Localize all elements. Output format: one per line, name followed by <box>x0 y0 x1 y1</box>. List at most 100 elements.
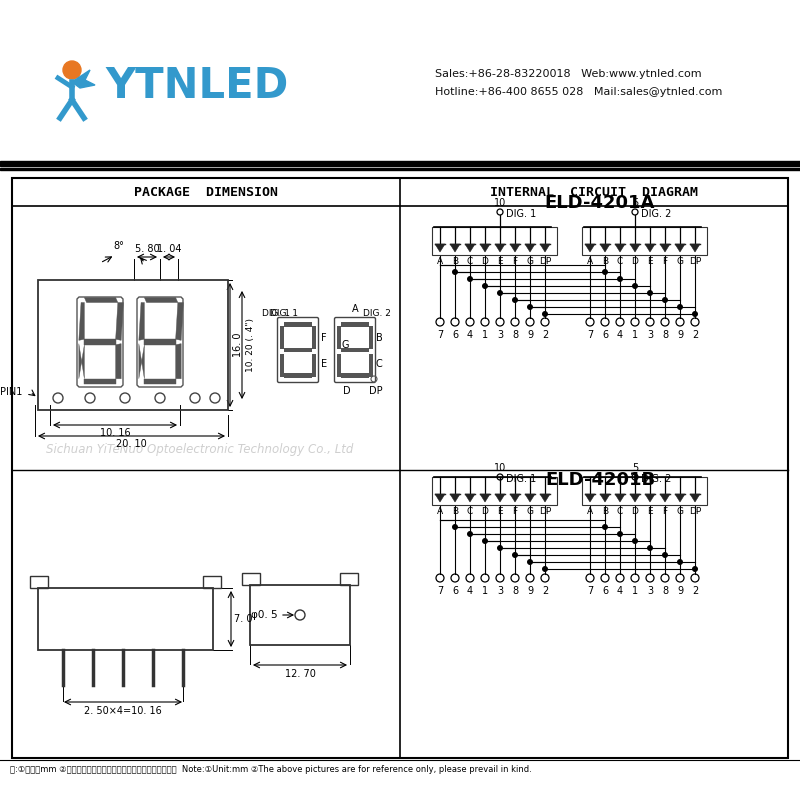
Polygon shape <box>84 378 116 384</box>
Bar <box>432 477 557 505</box>
Text: B: B <box>602 507 608 516</box>
Text: F: F <box>662 507 667 516</box>
Polygon shape <box>144 378 176 384</box>
Text: C: C <box>617 507 623 516</box>
Polygon shape <box>615 494 625 502</box>
Text: C: C <box>376 359 382 369</box>
Text: Sales:+86-28-83220018   Web:www.ytnled.com: Sales:+86-28-83220018 Web:www.ytnled.com <box>435 69 702 79</box>
Text: G: G <box>677 257 683 266</box>
Circle shape <box>662 552 668 558</box>
Text: 9: 9 <box>677 330 683 340</box>
Bar <box>370 326 373 349</box>
Text: 7. 0: 7. 0 <box>234 614 253 624</box>
Polygon shape <box>600 494 610 502</box>
Text: 10. 16: 10. 16 <box>100 428 130 438</box>
Text: 12. 70: 12. 70 <box>285 669 315 679</box>
Text: 5. 80: 5. 80 <box>134 244 159 254</box>
Text: 7: 7 <box>587 586 593 596</box>
Bar <box>582 477 707 505</box>
Bar <box>0 168 800 170</box>
Polygon shape <box>84 298 118 302</box>
Bar <box>312 354 316 377</box>
Text: 8: 8 <box>512 330 518 340</box>
Text: 2: 2 <box>542 586 548 596</box>
Polygon shape <box>585 244 595 252</box>
Text: D: D <box>631 257 638 266</box>
Text: 1: 1 <box>632 586 638 596</box>
Text: E: E <box>321 359 327 369</box>
Text: 10: 10 <box>494 463 506 473</box>
Polygon shape <box>84 339 116 345</box>
Text: 7: 7 <box>587 330 593 340</box>
Polygon shape <box>144 298 178 302</box>
Text: PIN1: PIN1 <box>0 387 22 397</box>
Text: C: C <box>617 257 623 266</box>
Circle shape <box>692 311 698 317</box>
Circle shape <box>692 566 698 572</box>
Circle shape <box>497 545 503 551</box>
Text: 16. 0: 16. 0 <box>233 333 243 358</box>
Circle shape <box>482 538 488 544</box>
Polygon shape <box>435 494 445 502</box>
Text: E: E <box>497 257 503 266</box>
Text: PACKAGE  DIMENSION: PACKAGE DIMENSION <box>134 186 278 198</box>
Text: 1: 1 <box>482 330 488 340</box>
Text: 2: 2 <box>692 586 698 596</box>
Text: 3: 3 <box>647 330 653 340</box>
Text: 4: 4 <box>617 330 623 340</box>
Polygon shape <box>675 494 685 502</box>
Text: B: B <box>376 333 382 343</box>
Text: DP: DP <box>369 386 382 396</box>
Polygon shape <box>116 302 123 340</box>
Polygon shape <box>72 70 95 88</box>
Circle shape <box>452 269 458 275</box>
Bar <box>0 760 800 778</box>
Text: A: A <box>437 507 443 516</box>
Text: C: C <box>467 507 473 516</box>
Text: YTNLED: YTNLED <box>105 65 288 107</box>
Text: 4: 4 <box>467 586 473 596</box>
Text: ELD-4201A: ELD-4201A <box>545 194 655 212</box>
Text: 注:①单位：mm ②以上图形、尺寸、原理仅供参考，请以实物为准。  Note:①Unit:mm ②The above pictures are for refe: 注:①单位：mm ②以上图形、尺寸、原理仅供参考，请以实物为准。 Note:①U… <box>10 765 532 774</box>
Bar <box>284 373 312 378</box>
Circle shape <box>527 559 533 565</box>
Text: 5: 5 <box>632 198 638 208</box>
Polygon shape <box>79 302 84 340</box>
Text: A: A <box>587 507 593 516</box>
Bar <box>30 576 48 588</box>
Text: B: B <box>452 507 458 516</box>
Text: 2: 2 <box>692 330 698 340</box>
Text: DP: DP <box>539 507 551 516</box>
Text: D: D <box>343 386 351 396</box>
Text: F: F <box>322 333 327 343</box>
Text: A: A <box>437 257 443 266</box>
Text: Sichuan YiTeNuo Optoelectronic Technology Co., Ltd: Sichuan YiTeNuo Optoelectronic Technolog… <box>46 443 354 457</box>
Polygon shape <box>600 244 610 252</box>
Polygon shape <box>176 302 183 340</box>
Bar <box>280 326 284 349</box>
Polygon shape <box>690 494 700 502</box>
Bar <box>337 354 341 377</box>
Circle shape <box>497 290 503 296</box>
Bar <box>582 227 707 255</box>
Bar <box>337 326 341 349</box>
Text: C: C <box>467 257 473 266</box>
Circle shape <box>467 276 473 282</box>
Circle shape <box>63 61 81 79</box>
Polygon shape <box>525 244 535 252</box>
Polygon shape <box>525 494 535 502</box>
Polygon shape <box>450 244 460 252</box>
Text: 5: 5 <box>632 463 638 473</box>
Polygon shape <box>585 494 595 502</box>
Polygon shape <box>630 244 640 252</box>
Polygon shape <box>139 344 144 378</box>
Polygon shape <box>690 244 700 252</box>
Text: DP: DP <box>689 507 701 516</box>
Text: 7: 7 <box>437 586 443 596</box>
Circle shape <box>632 283 638 289</box>
Bar <box>38 280 228 410</box>
Circle shape <box>542 566 548 572</box>
Text: DIG. 2: DIG. 2 <box>641 209 671 219</box>
Polygon shape <box>144 339 176 345</box>
Circle shape <box>677 304 683 310</box>
